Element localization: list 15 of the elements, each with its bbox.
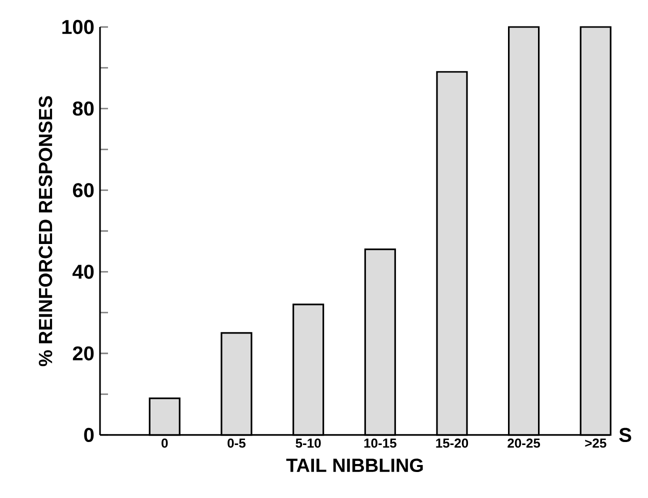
- y-tick-label: 100: [62, 20, 94, 34]
- x-tick-label: 20-25: [508, 438, 540, 448]
- x-tick-label: 5-10: [296, 438, 321, 448]
- y-tick-label: 20: [72, 346, 94, 360]
- x-tick-label: 0: [162, 438, 168, 448]
- x-tick-label: >25: [585, 438, 606, 448]
- x-tick-label: 10-15: [364, 438, 396, 448]
- x-tick-label: 0-5: [228, 438, 246, 448]
- y-tick-label: 40: [72, 264, 94, 279]
- y-tick-label: 60: [72, 183, 94, 198]
- y-axis-title: % REINFORCED RESPONSES: [38, 96, 52, 366]
- x-axis-title: TAIL NIBBLING: [286, 458, 423, 472]
- x-tick-label: 15-20: [436, 438, 468, 448]
- text: S: [619, 428, 632, 442]
- y-tick-label: 80: [72, 102, 94, 116]
